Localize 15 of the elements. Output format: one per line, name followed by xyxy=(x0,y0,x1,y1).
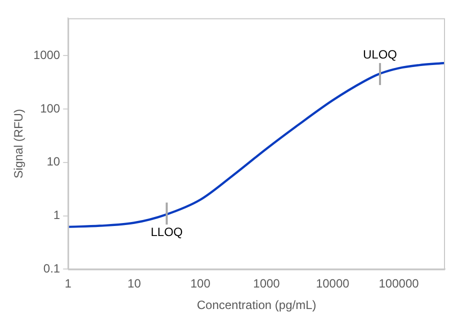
x-tick-label: 1 xyxy=(64,276,72,291)
x-tick-label: 1000 xyxy=(253,276,280,291)
y-tick-label: 100 xyxy=(40,101,60,116)
y-tick-label: 1000 xyxy=(33,48,60,62)
x-axis-title: Concentration (pg/mL) xyxy=(196,298,316,312)
annotation: LLOQ xyxy=(150,224,183,239)
x-tick-label: 100 xyxy=(190,276,211,291)
x-tick-label: 100000 xyxy=(378,276,420,291)
annotation: ULOQ xyxy=(362,47,397,62)
y-tick-label: 1 xyxy=(53,208,60,222)
y-tick-label: 10 xyxy=(46,154,60,169)
y-axis-title: Signal (RFU) xyxy=(12,109,26,178)
y-tick-label: 0.1 xyxy=(43,262,60,276)
x-tick-label: 10 xyxy=(128,276,142,291)
x-tick-label: 10000 xyxy=(316,276,350,291)
